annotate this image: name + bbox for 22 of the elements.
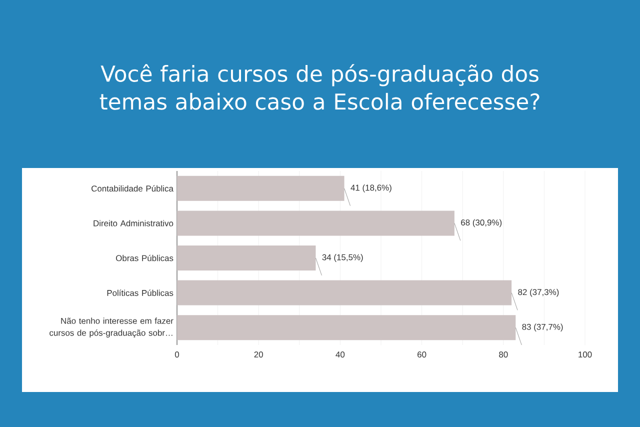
y-tick-label: Obras Públicas [116,254,174,262]
chart-title: Você faria cursos de pós-graduação dos temas abaixo caso a Escola oferecesse? [100,64,540,110]
x-tick-label: 60 [418,352,426,358]
bar [177,246,316,270]
bar [177,280,512,306]
x-tick-label: 100 [578,352,592,358]
y-tick-label: Políticas Públicas [107,290,174,296]
bar [177,315,516,340]
y-tick-label: Direito Administrativo [94,220,174,226]
x-tick-label: 0 [174,352,180,358]
data-label: 34 (15,5%) [322,254,363,262]
bar [177,210,454,236]
x-tick-label: 80 [499,352,508,358]
y-tick-label: Não tenho interesse em fazer cursos de pós-graduação sobr… [50,318,174,338]
x-tick-label: 40 [336,352,345,358]
data-label: 82 (37,3%) [518,288,559,297]
y-tick-label: Contabilidade Pública [92,185,174,192]
x-tick-label: 20 [254,352,263,358]
data-label: 68 (30,9%) [461,219,502,228]
bar [177,176,344,201]
data-label: 83 (37,7%) [522,324,563,332]
data-label: 41 (18,6%) [350,184,392,192]
